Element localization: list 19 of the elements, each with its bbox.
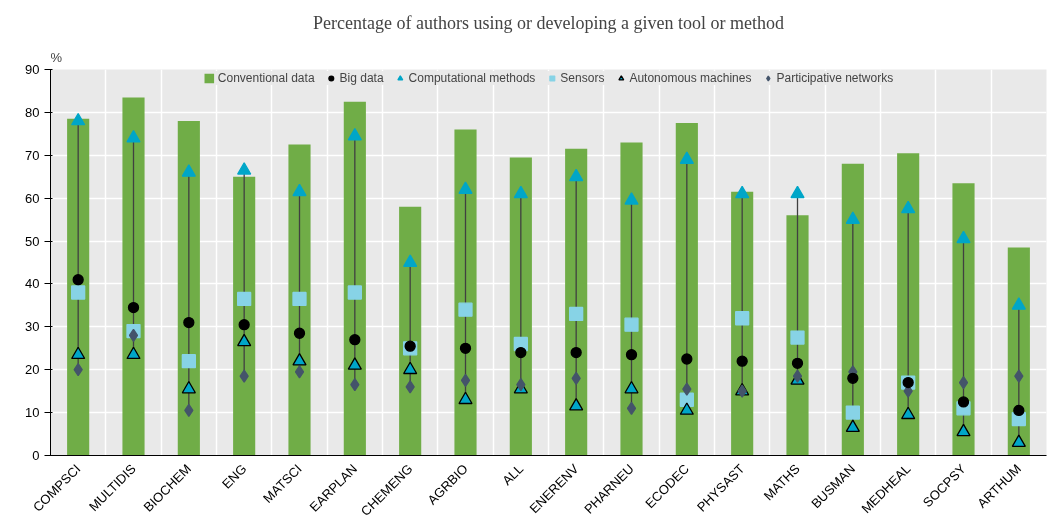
y-tick-label: 40 <box>25 276 40 292</box>
y-tick-label: 70 <box>25 147 40 163</box>
legend-label: Sensors <box>560 71 605 85</box>
legend-label: Autonomous machines <box>629 71 752 85</box>
legend-label: Big data <box>339 71 384 85</box>
y-tick-label: 80 <box>25 104 40 120</box>
chart-title: Percentage of authors using or developing a given tool or method <box>313 12 784 33</box>
y-axis-title: % <box>50 49 63 65</box>
y-tick-label: 60 <box>25 190 40 206</box>
legend-label: Participative networks <box>776 71 894 85</box>
y-tick-label: 30 <box>25 319 40 335</box>
y-tick-label: 10 <box>25 405 40 421</box>
legend-label: Computational methods <box>408 71 536 85</box>
y-tick-label: 0 <box>32 448 40 463</box>
legend-label: Conventional data <box>217 71 315 85</box>
y-tick-label: 20 <box>25 362 40 378</box>
x-tick-label: ALL <box>499 461 527 489</box>
y-tick-label: 90 <box>25 62 40 77</box>
y-tick-label: 50 <box>25 233 40 249</box>
